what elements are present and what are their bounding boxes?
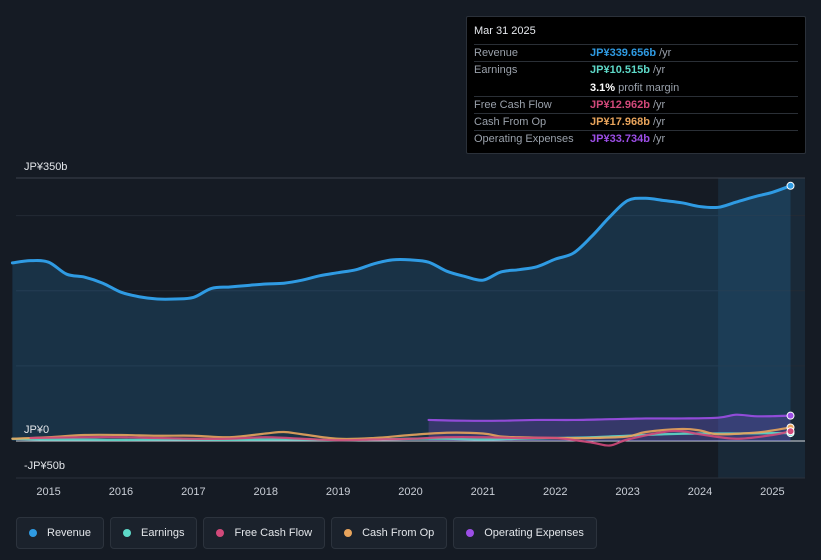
line-operating-expenses xyxy=(427,413,792,422)
x-axis-label: 2017 xyxy=(181,486,205,498)
y-axis-labels: JP¥350b JP¥0 -JP¥50b xyxy=(24,161,67,472)
legend-dot-icon xyxy=(466,529,475,537)
tooltip-unit: /yr xyxy=(659,47,672,59)
chart-legend: Revenue Earnings Free Cash Flow Cash Fro… xyxy=(16,517,597,549)
line-revenue xyxy=(10,184,793,301)
end-marker-operating-expenses xyxy=(786,411,795,420)
tooltip-date: Mar 31 2025 xyxy=(474,25,536,37)
tooltip-unit: /yr xyxy=(652,64,666,77)
tooltip-row-profit-margin: 3.1% profit margin xyxy=(474,79,798,96)
legend-item-revenue[interactable]: Revenue xyxy=(16,517,105,549)
series-lines xyxy=(10,184,793,447)
x-axis-label: 2025 xyxy=(760,486,784,498)
x-axis-label: 2024 xyxy=(688,486,712,498)
tooltip-value: JP¥10.515b xyxy=(590,64,650,77)
profit-margin-label: profit margin xyxy=(618,81,680,94)
grid-lines xyxy=(16,177,805,479)
legend-item-free-cash-flow[interactable]: Free Cash Flow xyxy=(203,517,326,549)
legend-dot-icon xyxy=(344,529,353,537)
end-marker-free-cash-flow xyxy=(786,427,795,436)
legend-item-cash-from-op[interactable]: Cash From Op xyxy=(331,517,448,549)
tooltip-label: Free Cash Flow xyxy=(474,98,552,111)
data-tooltip: Mar 31 2025 Revenue JP¥339.656b /yr Earn… xyxy=(466,16,806,154)
legend-label: Operating Expenses xyxy=(484,527,584,539)
tooltip-value: JP¥12.962b xyxy=(590,98,650,111)
x-axis-label: 2022 xyxy=(543,486,567,498)
tooltip-unit: /yr xyxy=(652,133,666,146)
area-revenue xyxy=(12,185,791,441)
legend-label: Free Cash Flow xyxy=(234,527,313,539)
x-axis-label: 2020 xyxy=(398,486,422,498)
tooltip-value: JP¥33.734b xyxy=(590,133,650,146)
x-axis-label: 2016 xyxy=(109,486,133,498)
legend-label: Earnings xyxy=(141,527,185,539)
tooltip-label: Cash From Op xyxy=(474,116,547,129)
y-axis-label: JP¥350b xyxy=(24,161,67,173)
end-marker-revenue xyxy=(786,181,795,190)
tooltip-value: JP¥339.656b xyxy=(590,47,657,59)
x-axis-label: 2019 xyxy=(326,486,350,498)
legend-item-operating-expenses[interactable]: Operating Expenses xyxy=(453,517,597,549)
tooltip-row-operating-expenses: Operating Expenses JP¥33.734b /yr xyxy=(474,130,798,147)
x-axis-label: 2021 xyxy=(471,486,495,498)
x-axis-label: 2023 xyxy=(615,486,639,498)
tooltip-label: Revenue xyxy=(474,47,519,59)
x-axis-label: 2018 xyxy=(253,486,277,498)
end-markers xyxy=(786,181,795,438)
legend-dot-icon xyxy=(216,529,225,537)
tooltip-unit: /yr xyxy=(652,98,666,111)
legend-item-earnings[interactable]: Earnings xyxy=(110,517,198,549)
line-cash-from-op xyxy=(11,426,792,441)
legend-dot-icon xyxy=(123,529,132,537)
tooltip-row-free-cash-flow: Free Cash Flow JP¥12.962b /yr xyxy=(474,95,798,113)
tooltip-row-earnings: Earnings JP¥10.515b /yr xyxy=(474,61,798,78)
tooltip-unit: /yr xyxy=(652,116,666,129)
tooltip-row-cash-from-op: Cash From Op JP¥17.968b /yr xyxy=(474,113,798,130)
tooltip-label: Earnings xyxy=(474,64,518,77)
tooltip-label: Operating Expenses xyxy=(474,133,574,146)
tooltip-value: JP¥17.968b xyxy=(590,116,650,129)
x-axis-label: 2015 xyxy=(36,486,60,498)
legend-dot-icon xyxy=(29,529,37,537)
line-free-cash-flow xyxy=(29,429,792,447)
tooltip-row-revenue: Revenue JP¥339.656b /yr xyxy=(474,44,798,61)
y-axis-label: -JP¥50b xyxy=(24,460,65,472)
series-fills xyxy=(12,185,791,441)
y-axis-label: JP¥0 xyxy=(24,424,49,436)
legend-label: Revenue xyxy=(47,527,92,539)
legend-label: Cash From Op xyxy=(362,527,435,539)
x-axis-labels: 2015 2016 2017 2018 2019 2020 2021 2022 2023 2024… xyxy=(36,486,784,498)
profit-margin-value: 3.1% xyxy=(590,81,616,94)
